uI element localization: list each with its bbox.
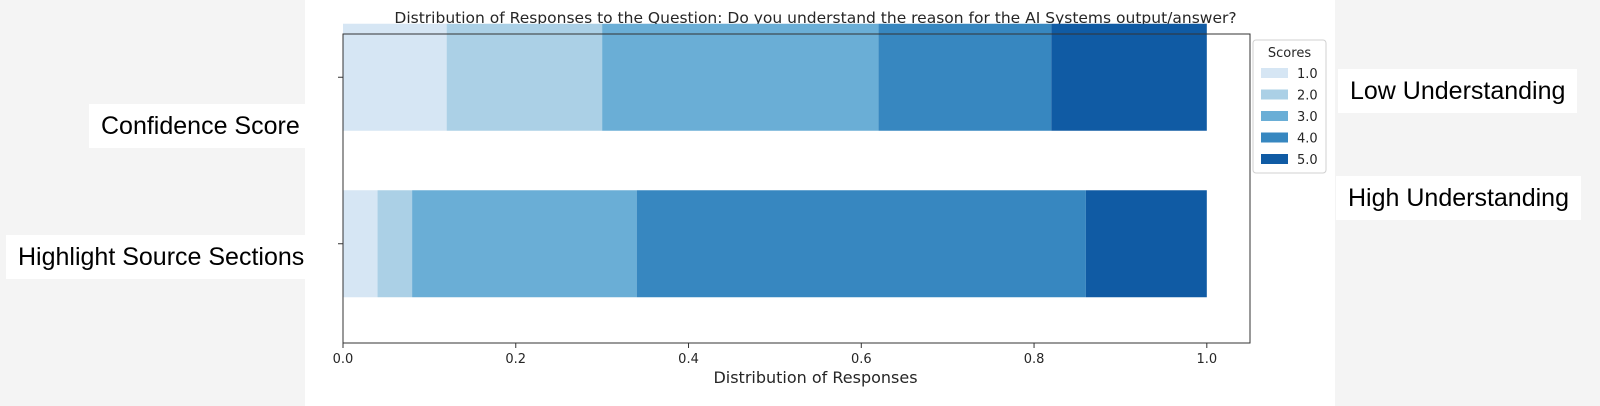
x-tick-label: 0.0 bbox=[333, 352, 354, 367]
legend-swatch-5 bbox=[1261, 154, 1288, 164]
legend-label-1: 1.0 bbox=[1297, 67, 1318, 82]
legend-label-3: 3.0 bbox=[1297, 110, 1318, 125]
x-axis-label: Distribution of Responses bbox=[713, 368, 917, 387]
legend-label-2: 2.0 bbox=[1297, 89, 1318, 104]
legend-swatch-2 bbox=[1261, 89, 1288, 100]
bar-segment-1-score-4 bbox=[878, 23, 1052, 131]
x-tick-label: 0.8 bbox=[1024, 352, 1045, 367]
bar-segment-1-score-1 bbox=[343, 23, 447, 131]
highlight-source-sections-label: Highlight Source Sections bbox=[6, 235, 317, 279]
x-tick-label: 1.0 bbox=[1196, 352, 1217, 367]
bar-segment-2-score-3 bbox=[412, 190, 637, 298]
legend-swatch-1 bbox=[1261, 68, 1288, 78]
bar-segment-1-score-5 bbox=[1051, 23, 1207, 131]
legend-swatch-4 bbox=[1261, 132, 1288, 143]
x-tick-label: 0.6 bbox=[851, 352, 872, 367]
bar-segment-2-score-5 bbox=[1085, 190, 1207, 298]
bar-segment-2-score-4 bbox=[636, 190, 1086, 298]
bar-segment-2-score-2 bbox=[377, 190, 413, 298]
bar-segment-1-score-2 bbox=[446, 23, 603, 131]
chart-title: Distribution of Responses to the Questio… bbox=[394, 9, 1236, 27]
bar-segment-1-score-3 bbox=[602, 23, 879, 131]
x-tick-label: 0.4 bbox=[678, 352, 699, 367]
legend-swatch-3 bbox=[1261, 111, 1288, 121]
chart-figure: Distribution of Responses to the Questio… bbox=[305, 0, 1335, 406]
low-understanding-label: Low Understanding bbox=[1338, 69, 1578, 113]
plot-frame bbox=[342, 33, 1251, 344]
high-understanding-label: High Understanding bbox=[1336, 176, 1581, 220]
bar-segment-2-score-1 bbox=[343, 190, 378, 298]
legend-label-4: 4.0 bbox=[1297, 132, 1318, 147]
legend-label-5: 5.0 bbox=[1297, 153, 1318, 168]
confidence-score-label: Confidence Score bbox=[89, 104, 312, 148]
x-tick-label: 0.2 bbox=[505, 352, 526, 367]
stacked-bar-chart: Distribution of Responses to the Questio… bbox=[333, 9, 1327, 387]
legend-title: Scores bbox=[1268, 46, 1311, 61]
